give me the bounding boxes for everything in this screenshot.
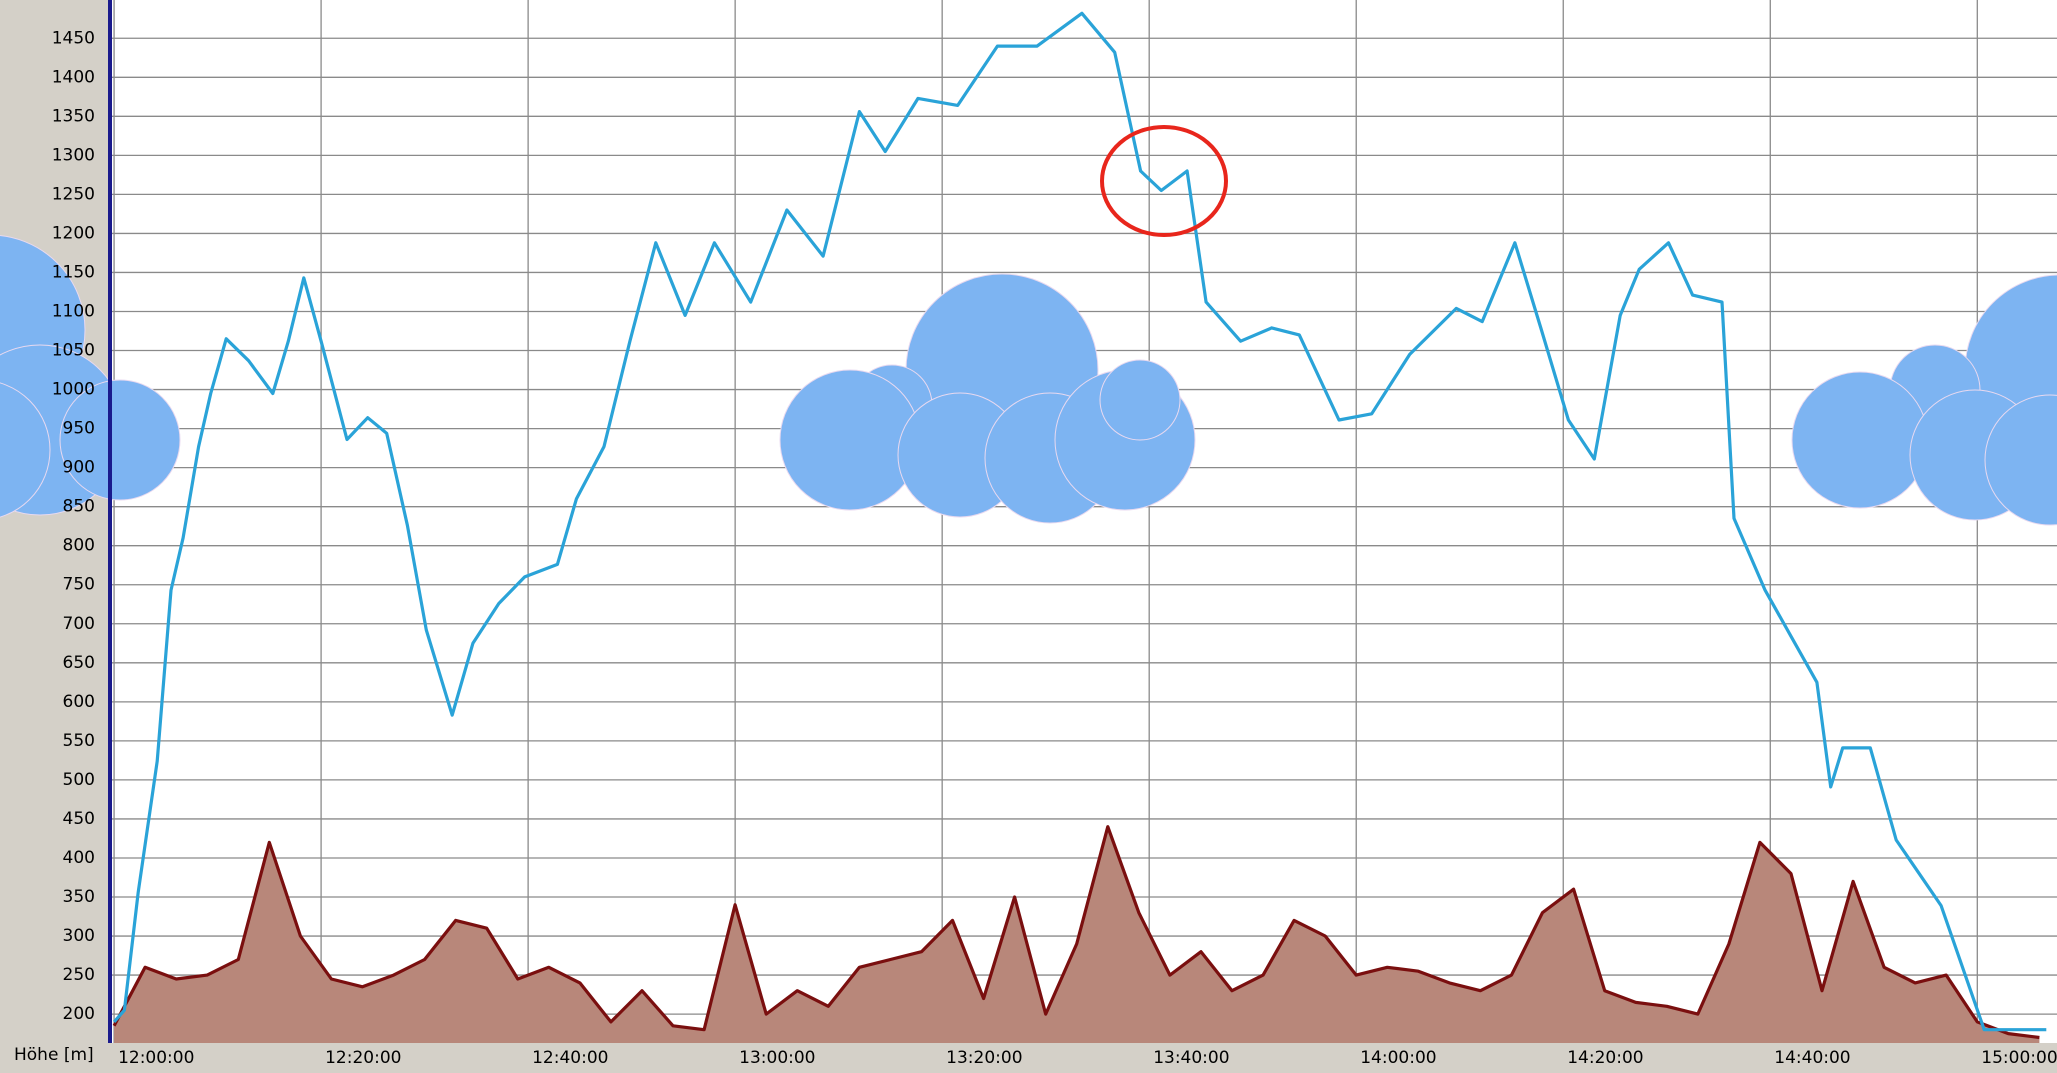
y-tick-label: 500 [63,770,95,790]
y-tick-label: 950 [63,419,95,439]
x-tick-label: 13:40:00 [1153,1048,1229,1068]
y-axis-line [108,0,112,1043]
y-tick-label: 1150 [52,262,95,282]
y-tick-label: 300 [63,926,95,946]
x-tick-label: 15:00:00 [1981,1048,2057,1068]
y-tick-label: 900 [63,458,95,478]
x-tick-label: 12:40:00 [532,1048,608,1068]
x-tick-label: 14:40:00 [1774,1048,1850,1068]
y-axis-label: Höhe [m] [14,1045,94,1065]
y-tick-label: 1350 [52,106,95,126]
y-tick-label: 200 [63,1004,95,1024]
y-tick-label: 400 [63,848,95,868]
x-tick-label: 14:00:00 [1360,1048,1436,1068]
y-tick-label: 1050 [52,341,95,361]
page: {"chart_data": { "type": "line", "y_labe… [0,0,2057,1073]
y-tick-label: 350 [63,887,95,907]
y-tick-label: 850 [63,497,95,517]
y-tick-label: 650 [63,653,95,673]
y-tick-label: 750 [63,575,95,595]
x-tick-label: 12:20:00 [325,1048,401,1068]
chart: Höhe [m] 200 250 300 350 400 450 500 550 600 650 7… [0,0,2057,1073]
y-tick-label: 550 [63,731,95,751]
y-tick-label: 1400 [52,67,95,87]
x-tick-label: 13:20:00 [946,1048,1022,1068]
y-tick-label: 1250 [52,184,95,204]
y-tick-label: 250 [63,965,95,985]
y-tick-label: 450 [63,809,95,829]
y-tick-label: 1000 [52,380,95,400]
y-tick-label: 1450 [52,28,95,48]
x-tick-label: 14:20:00 [1567,1048,1643,1068]
x-axis-strip [112,1043,2057,1073]
y-tick-label: 700 [63,614,95,634]
x-tick-label: 13:00:00 [739,1048,815,1068]
y-tick-label: 600 [63,692,95,712]
y-tick-label: 800 [63,536,95,556]
y-tick-label: 1300 [52,145,95,165]
y-tick-label: 1100 [52,301,95,321]
x-tick-label: 12:00:00 [118,1048,194,1068]
y-tick-label: 1200 [52,223,95,243]
